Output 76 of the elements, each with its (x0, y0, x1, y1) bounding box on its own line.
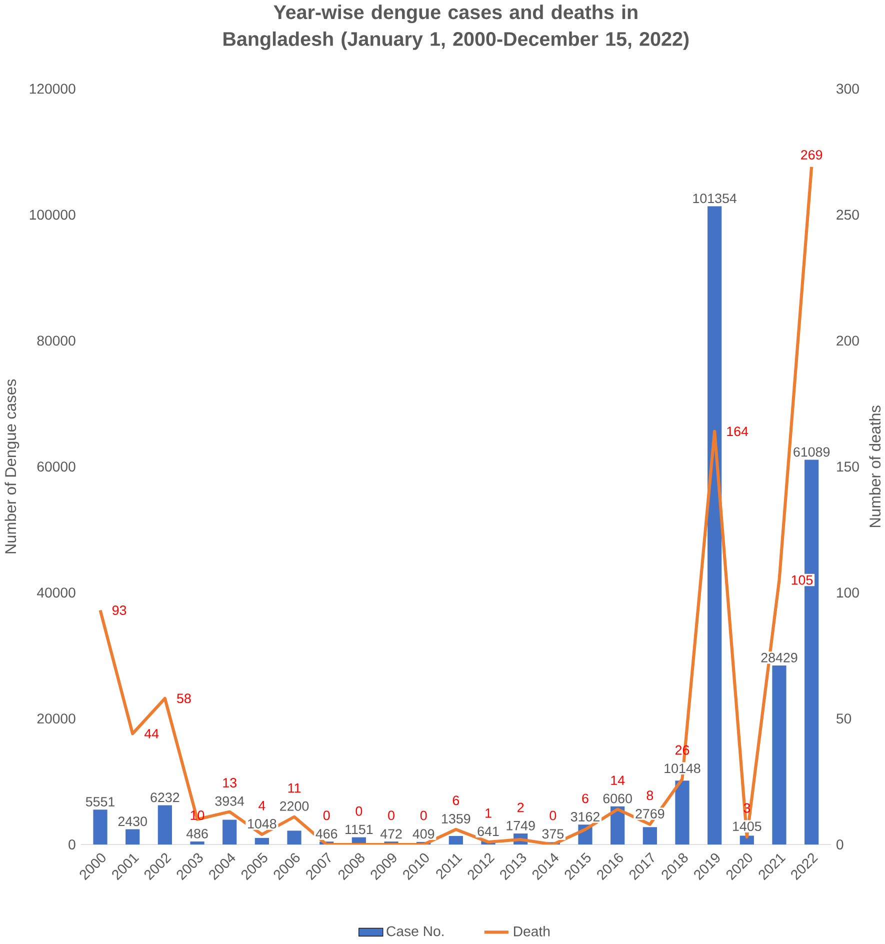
data-label: 1 (485, 808, 492, 818)
data-label: 641 (478, 826, 499, 836)
data-label: 3934 (215, 796, 244, 806)
data-label: 13 (223, 778, 236, 788)
data-label: 6 (582, 794, 588, 804)
data-label: 61089 (794, 447, 830, 457)
data-label: 1048 (248, 819, 276, 829)
bar (254, 838, 269, 845)
data-label: 1749 (506, 820, 535, 830)
data-label: 486 (186, 828, 208, 838)
y-tick-label: 60000 (37, 462, 76, 472)
y2-tick-label: 250 (836, 210, 859, 220)
bar (610, 806, 625, 845)
data-label: 466 (316, 829, 338, 838)
y2-tick-label: 50 (836, 714, 851, 724)
y2-tick-label: 0 (836, 840, 844, 850)
bar (642, 827, 657, 845)
data-label: 0 (356, 806, 362, 816)
data-label: 5551 (86, 797, 114, 806)
data-label: 2430 (118, 816, 147, 826)
data-label: 0 (550, 810, 556, 820)
bar (158, 805, 172, 845)
legend-label: Death (514, 926, 550, 936)
data-label: 11 (288, 783, 300, 793)
bar (675, 780, 690, 845)
bar (707, 206, 722, 845)
y2-tick-label: 300 (836, 84, 859, 94)
bar (222, 820, 237, 845)
data-label: 101354 (693, 194, 736, 204)
data-label: 375 (542, 829, 564, 839)
data-label: 0 (420, 810, 427, 820)
data-label: 1359 (442, 814, 470, 824)
data-label: 8 (646, 790, 653, 800)
bar (772, 665, 786, 845)
data-label: 3162 (570, 812, 600, 822)
bar (287, 830, 302, 845)
data-label: 105 (792, 575, 812, 585)
data-label: 6060 (603, 794, 632, 804)
data-label: 6232 (150, 792, 180, 802)
bar (740, 836, 754, 845)
bar (190, 841, 204, 845)
bar (93, 810, 108, 845)
y2-tick-label: 150 (836, 462, 859, 472)
y-axis-title: Number of Dengue cases (4, 379, 20, 554)
data-label: 0 (388, 810, 394, 820)
data-label: 269 (800, 150, 822, 160)
y-tick-label: 20000 (37, 714, 76, 724)
data-label: 4 (258, 800, 266, 810)
data-label: 93 (112, 606, 126, 615)
data-label: 58 (176, 694, 191, 704)
bar (125, 829, 140, 845)
data-label: 472 (380, 829, 402, 838)
y-tick-label: 40000 (36, 588, 76, 598)
data-label: 14 (611, 776, 625, 785)
y-tick-label: 0 (68, 840, 76, 850)
legend-label: Case No. (386, 926, 444, 936)
data-label: 10148 (664, 764, 700, 774)
data-label: 409 (412, 829, 434, 839)
data-label: 2200 (280, 801, 309, 811)
chart-title: Year-wise dengue cases and deaths in Bangladesh (January 1, 2000-December 15, 2022) (223, 4, 688, 50)
y2-tick-label: 200 (836, 336, 859, 346)
data-label: 0 (323, 810, 330, 820)
y-tick-label: 100000 (30, 210, 76, 220)
y2-axis-title: Number of deaths (869, 406, 880, 528)
data-label: 1405 (732, 822, 762, 832)
data-label: 164 (727, 426, 748, 436)
data-label: 44 (144, 729, 159, 738)
data-label: 2 (517, 802, 524, 812)
data-label: 6 (452, 796, 459, 806)
y2-tick-label: 100 (836, 588, 859, 598)
y-tick-label: 120000 (30, 84, 76, 94)
data-label: 2769 (636, 808, 664, 818)
data-label: 28429 (761, 652, 798, 662)
y-tick-label: 80000 (37, 336, 76, 346)
data-label: 1151 (345, 824, 373, 834)
bar (448, 836, 463, 845)
